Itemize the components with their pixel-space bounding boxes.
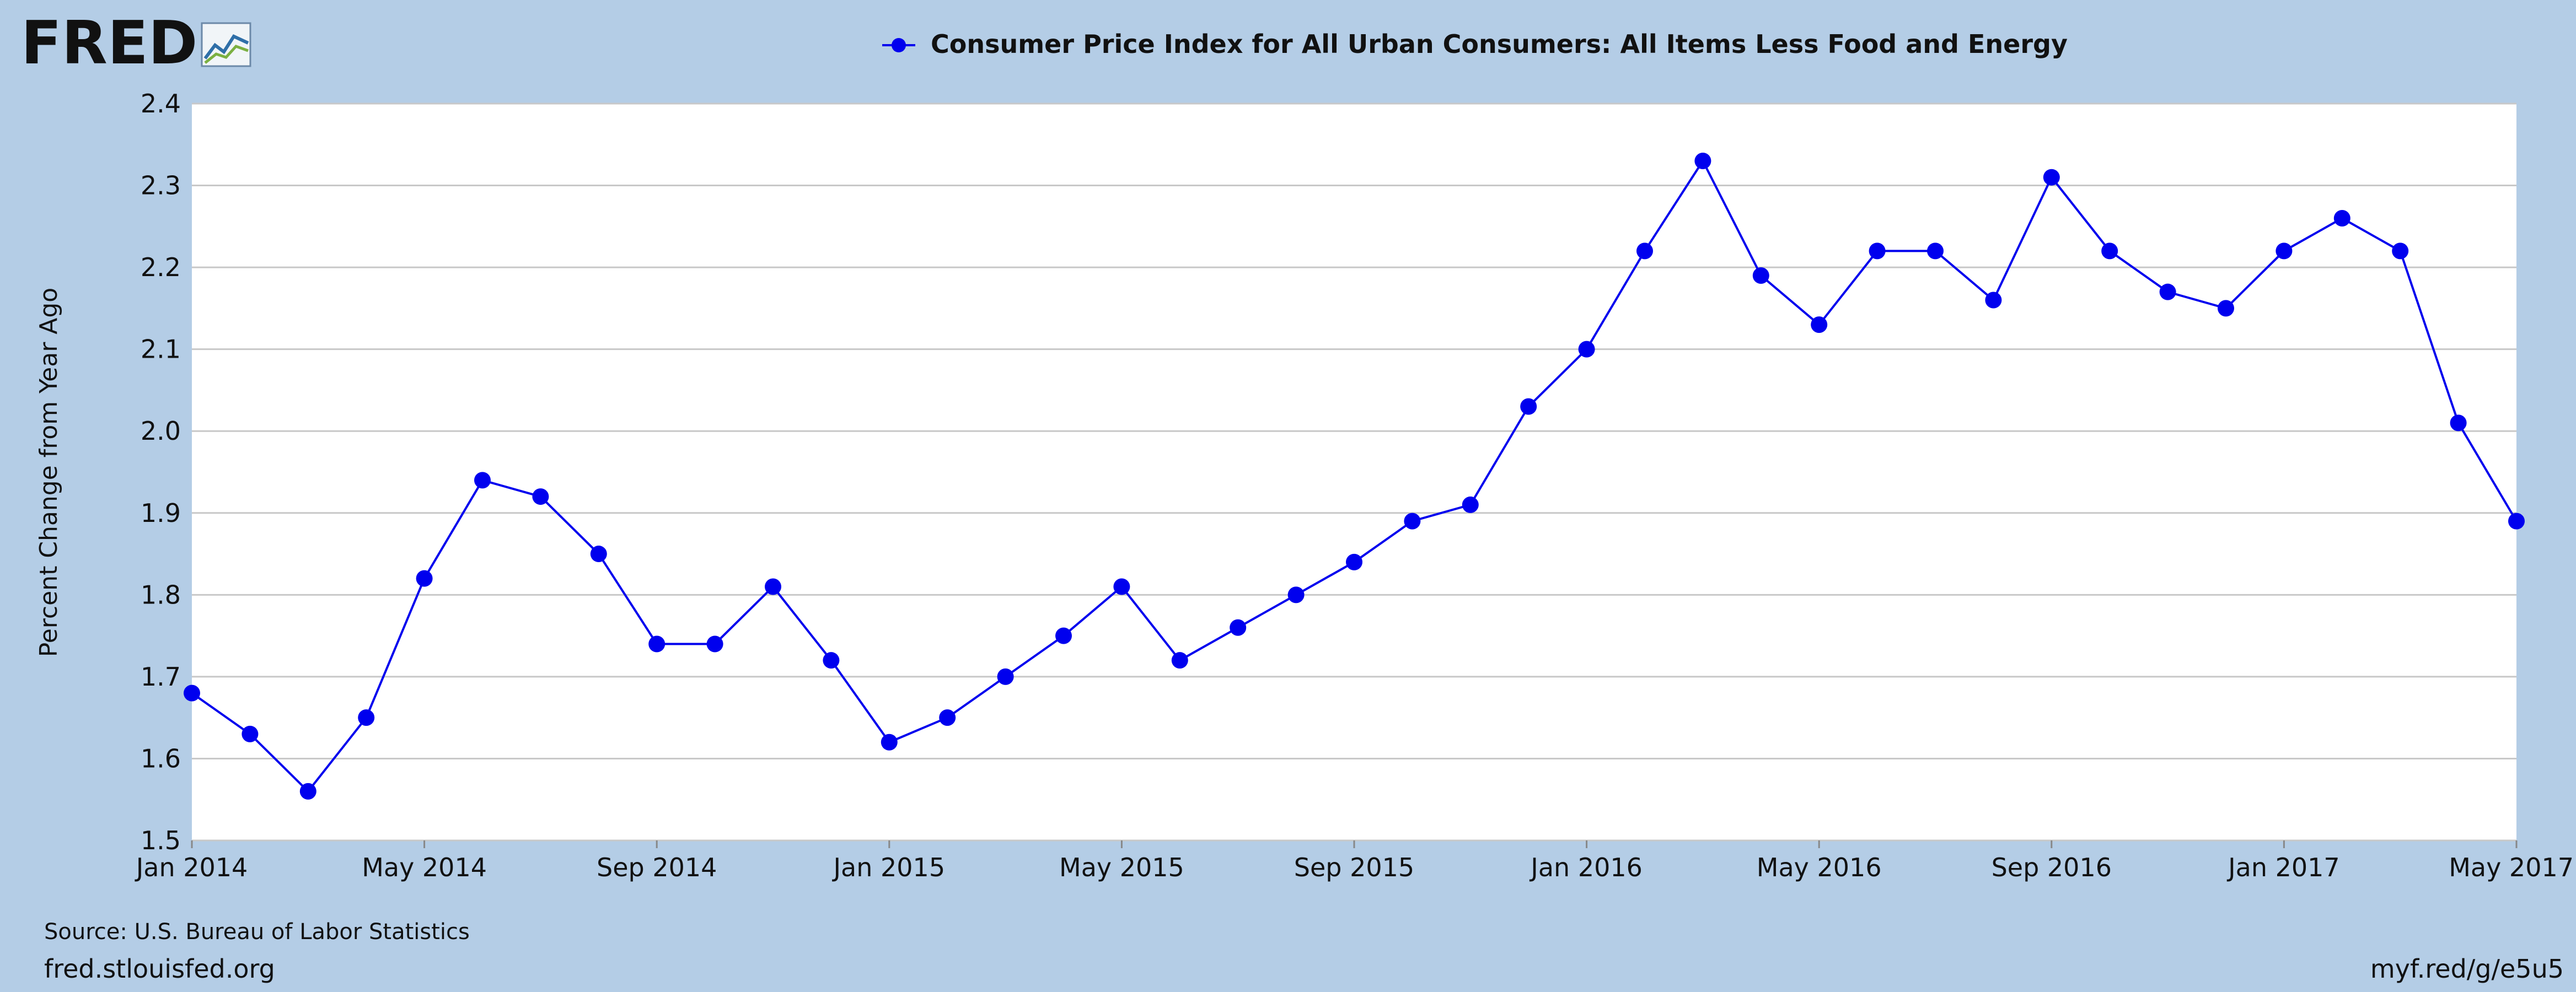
data-point[interactable] [1636, 242, 1653, 260]
data-point[interactable] [1869, 242, 1886, 260]
data-point[interactable] [1694, 152, 1711, 169]
data-point[interactable] [416, 570, 433, 587]
legend: Consumer Price Index for All Urban Consu… [882, 29, 2068, 59]
data-point[interactable] [939, 709, 956, 726]
data-point[interactable] [2392, 242, 2409, 260]
fred-logo-graph-icon [201, 22, 251, 67]
x-tick-label: May 2014 [362, 853, 487, 882]
data-point[interactable] [1230, 619, 1247, 636]
data-point[interactable] [1287, 586, 1305, 603]
data-point[interactable] [2218, 300, 2234, 317]
x-tick-label: May 2015 [1059, 853, 1184, 882]
data-point[interactable] [358, 709, 375, 726]
data-point[interactable] [997, 668, 1014, 685]
x-tick-labels: Jan 2014 May 2014 Sep 2014 Jan 2015 May 2015… [135, 840, 2574, 882]
x-tick-label: Jan 2015 [831, 853, 945, 882]
y-tick-label: 2.0 [141, 416, 181, 446]
data-point[interactable] [648, 635, 666, 653]
x-tick-label: May 2017 [2449, 853, 2574, 882]
data-point[interactable] [881, 734, 898, 751]
data-point[interactable] [242, 725, 259, 742]
site-link[interactable]: fred.stlouisfed.org [44, 954, 275, 984]
y-tick-label: 1.6 [141, 743, 181, 773]
y-tick-label: 1.8 [141, 580, 181, 610]
data-point[interactable] [299, 783, 316, 800]
y-tick-label: 2.2 [141, 252, 181, 282]
x-tick-label: Jan 2016 [1529, 853, 1643, 882]
grid-layer [192, 103, 2516, 842]
data-point[interactable] [2043, 169, 2060, 186]
series-layer [184, 152, 2525, 800]
fred-logo-text: FRED [21, 9, 197, 78]
data-point[interactable] [1578, 341, 1595, 358]
data-point[interactable] [1113, 578, 1130, 595]
data-point[interactable] [532, 488, 549, 505]
data-point[interactable] [1404, 513, 1421, 530]
x-tick-label: Sep 2014 [597, 853, 717, 882]
data-point[interactable] [2450, 414, 2467, 432]
y-tick-label: 1.9 [141, 498, 181, 528]
data-point[interactable] [184, 684, 200, 702]
x-tick-label: May 2016 [1757, 853, 1882, 882]
legend-marker [892, 38, 906, 52]
y-axis-label: Percent Change from Year Ago [35, 288, 63, 657]
data-point[interactable] [2276, 242, 2293, 260]
fred-logo[interactable]: FRED [21, 9, 251, 78]
y-tick-label: 1.7 [141, 662, 181, 692]
data-point[interactable] [2159, 283, 2176, 300]
x-tick-label: Jan 2017 [2226, 853, 2340, 882]
data-point[interactable] [1462, 496, 1479, 513]
y-tick-label: 1.5 [141, 826, 181, 855]
data-point[interactable] [1055, 627, 1072, 644]
data-point[interactable] [1346, 553, 1362, 570]
data-point[interactable] [1811, 316, 1828, 333]
data-point[interactable] [1752, 267, 1769, 284]
data-point[interactable] [474, 472, 491, 489]
data-point[interactable] [823, 652, 840, 669]
data-point[interactable] [2101, 242, 2118, 260]
y-tick-labels: 1.5 1.6 1.7 1.8 1.9 2.0 2.1 2.2 2.3 2.4 [141, 89, 181, 855]
data-point[interactable] [1985, 292, 2002, 309]
legend-label: Consumer Price Index for All Urban Consu… [931, 29, 2068, 59]
x-tick-label: Sep 2015 [1294, 853, 1414, 882]
plot-area [192, 104, 2516, 840]
data-point[interactable] [765, 578, 781, 595]
data-point[interactable] [706, 635, 723, 653]
data-point[interactable] [1171, 652, 1188, 669]
data-point[interactable] [2333, 209, 2350, 227]
y-tick-label: 2.4 [141, 89, 181, 118]
short-link[interactable]: myf.red/g/e5u5 [2370, 954, 2564, 984]
y-tick-label: 2.1 [141, 335, 181, 364]
data-point[interactable] [590, 546, 607, 563]
source-note: Source: U.S. Bureau of Labor Statistics [44, 919, 470, 945]
data-point[interactable] [2508, 513, 2525, 530]
x-tick-label: Sep 2016 [1992, 853, 2112, 882]
y-tick-label: 2.3 [141, 171, 181, 201]
data-point[interactable] [1520, 398, 1537, 415]
x-tick-label: Jan 2014 [135, 853, 248, 882]
data-point[interactable] [1927, 242, 1944, 260]
